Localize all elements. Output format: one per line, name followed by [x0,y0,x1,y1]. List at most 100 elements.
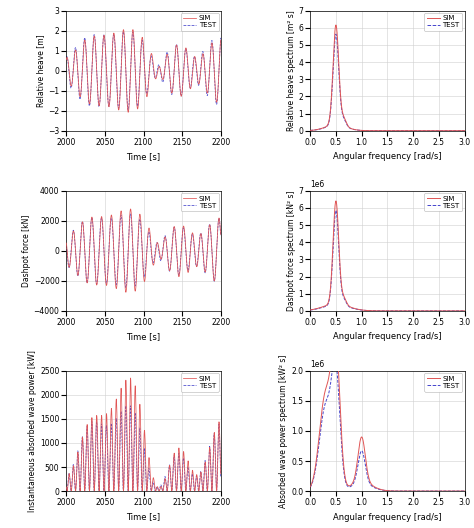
SIM [125,107,131,113]
X-axis label: Angular frequency [rad/s]: Angular frequency [rad/s] [333,332,442,342]
TEST [457,488,463,494]
TEST [126,109,131,116]
SIM [134,470,140,476]
Line: TEST: TEST [310,25,465,130]
SIM [462,308,467,314]
SIM [217,430,222,437]
SIM [315,305,321,312]
TEST [457,127,463,134]
TEST [307,127,313,134]
TEST [218,470,224,477]
TEST [134,264,140,270]
SIM [84,423,90,430]
TEST [128,206,134,212]
TEST [64,240,69,246]
SIM [383,487,388,494]
SIM [139,488,145,494]
TEST [86,259,92,266]
SIM [383,308,388,314]
TEST [383,308,388,314]
SIM [104,277,110,284]
Y-axis label: Absorbed wave power spectrum [kW² s]: Absorbed wave power spectrum [kW² s] [279,354,288,507]
TEST [104,80,110,87]
SIM [86,480,92,487]
SIM [457,127,463,134]
SIM [217,218,222,224]
SIM [307,307,313,313]
SIM [429,488,435,494]
SIM [123,285,128,291]
SIM [162,234,167,240]
TEST [378,127,384,134]
SIM [162,476,167,483]
TEST [307,307,313,313]
Legend: SIM, TEST: SIM, TEST [181,373,219,392]
SIM [162,70,167,77]
SIM [134,100,140,107]
Line: SIM: SIM [310,34,465,130]
SIM [104,433,110,439]
SIM [378,127,384,134]
TEST [383,487,388,494]
SIM [217,53,222,60]
Line: TEST: TEST [66,30,221,112]
SIM [378,308,384,314]
Y-axis label: Relative heave spectrum [m² s]: Relative heave spectrum [m² s] [287,10,296,131]
SIM [333,207,339,213]
SIM [315,126,321,133]
X-axis label: Time [s]: Time [s] [127,513,161,522]
TEST [307,484,313,490]
TEST [104,420,110,427]
SIM [218,473,224,479]
SIM [104,82,110,88]
Line: SIM: SIM [66,32,221,110]
TEST [378,308,384,314]
SIM [128,211,134,217]
TEST [64,56,69,63]
Line: SIM: SIM [310,359,465,491]
Y-axis label: Relative heave [m]: Relative heave [m] [36,34,46,107]
SIM [383,127,388,134]
TEST [333,22,339,28]
TEST [84,280,90,286]
Line: SIM: SIM [66,406,221,491]
TEST [217,426,222,432]
Legend: SIM, TEST: SIM, TEST [424,13,463,31]
SIM [378,487,384,493]
Legend: SIM, TEST: SIM, TEST [424,193,463,211]
SIM [64,54,69,61]
SIM [462,488,467,494]
TEST [64,484,69,491]
TEST [378,486,384,493]
SIM [457,308,463,314]
TEST [104,280,110,286]
TEST [462,127,467,134]
TEST [462,308,467,314]
TEST [429,308,435,314]
TEST [86,479,92,485]
SIM [429,308,435,314]
X-axis label: Time [s]: Time [s] [127,152,161,161]
Y-axis label: Dashpot force [kN]: Dashpot force [kN] [22,214,31,287]
X-axis label: Time [s]: Time [s] [127,332,161,342]
X-axis label: Angular frequency [rad/s]: Angular frequency [rad/s] [333,513,442,522]
TEST [134,102,140,109]
TEST [162,479,167,485]
TEST [457,488,463,494]
TEST [457,308,463,314]
SIM [64,242,69,249]
SIM [457,308,463,314]
TEST [218,231,224,238]
SIM [307,127,313,134]
TEST [217,55,222,62]
SIM [332,355,337,362]
TEST [315,126,321,133]
TEST [86,99,92,105]
TEST [84,70,90,77]
SIM [457,488,463,494]
TEST [217,217,222,223]
Line: SIM: SIM [310,210,465,311]
Line: SIM: SIM [66,214,221,288]
TEST [315,442,321,449]
SIM [315,448,321,455]
